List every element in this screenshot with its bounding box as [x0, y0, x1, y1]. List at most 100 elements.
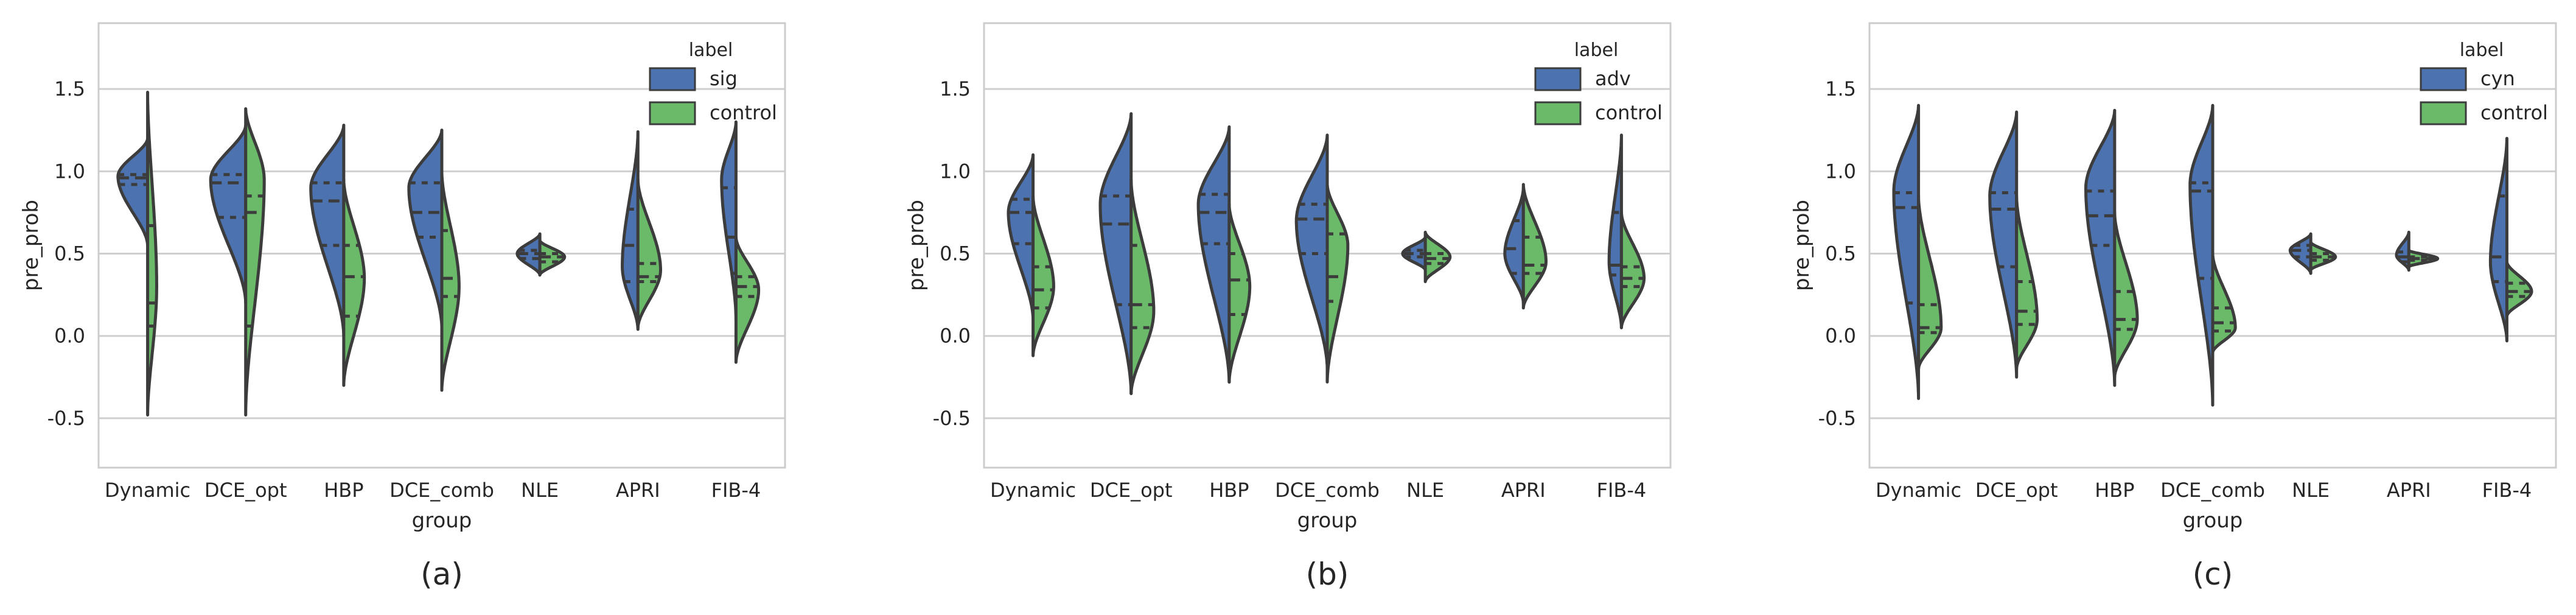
legend-label: control [710, 101, 777, 124]
violin-control [342, 178, 366, 387]
violin-control [734, 235, 761, 364]
violin-panel-c: -0.5 0.0 0.5 1.0 1.5 Dynamic DCE_opt HBP DCE_com… [1790, 22, 2557, 592]
x-tick-label: DCE_comb [2160, 479, 2265, 502]
violin-sig [407, 128, 444, 329]
violin-control [1129, 178, 1156, 395]
legend-title: label [689, 40, 733, 61]
legend-label: cyn [2480, 67, 2515, 90]
x-tick-label: DCE_opt [1975, 479, 2058, 502]
violin-control [244, 107, 266, 416]
x-tick-label: HBP [1209, 479, 1249, 502]
violin-cyn [1892, 104, 1921, 400]
x-tick-label: Dynamic [990, 479, 1076, 502]
legend-title: label [1574, 40, 1619, 61]
x-tick-label: DCE_opt [204, 479, 287, 502]
violin-panel-b: -0.5 0.0 0.5 1.0 1.5 Dynamic DCE_opt HBP DCE_com… [904, 22, 1672, 592]
x-tick-label: HBP [324, 479, 363, 502]
violin-adv [1098, 112, 1133, 395]
violin-sig [209, 124, 248, 305]
violin-control [2211, 252, 2237, 354]
violin-sig [720, 120, 738, 322]
x-tick-label: DCE_opt [1090, 479, 1173, 502]
y-axis-label: pre_prob [904, 200, 929, 291]
y-tick-label: -0.5 [933, 407, 971, 430]
x-tick-label: NLE [1406, 479, 1444, 502]
violin-adv [1196, 125, 1231, 384]
legend-label: sig [710, 67, 738, 90]
y-tick-label: 0.0 [940, 325, 971, 348]
violin-control [636, 178, 662, 329]
x-tick-label: NLE [2292, 479, 2330, 502]
x-tick-label: HBP [2095, 479, 2134, 502]
y-tick-label: 1.5 [1825, 77, 1856, 100]
legend-label: adv [1595, 67, 1631, 90]
x-tick-label: DCE_comb [389, 479, 494, 502]
x-axis-label: group [1297, 508, 1358, 533]
violin-control [2113, 211, 2139, 379]
violin-control [2505, 260, 2533, 318]
violin-adv [1007, 153, 1035, 322]
violin-control [1917, 194, 1943, 371]
panel-label: (a) [421, 557, 463, 592]
y-tick-label: -0.5 [1818, 407, 1856, 430]
axes-frame [1868, 22, 2557, 469]
x-tick-label: FIB-4 [711, 479, 761, 502]
violin-control [2407, 248, 2440, 269]
y-tick-label: 0.0 [54, 325, 85, 348]
y-tick-label: 1.0 [1825, 160, 1856, 183]
violin-control [1227, 202, 1252, 384]
y-tick-label: 0.5 [54, 242, 85, 265]
x-axis-label: group [412, 508, 472, 533]
axes-frame [983, 22, 1672, 469]
x-tick-label: APRI [2387, 479, 2431, 502]
x-tick-label: APRI [616, 479, 660, 502]
violin-panel-a: -0.5 0.0 0.5 1.0 1.5 Dynamic DCE_opt HBP DCE_com… [19, 22, 786, 592]
violin-cyn [2188, 104, 2215, 407]
violin-cyn [2084, 108, 2117, 387]
panel-label: (c) [2193, 557, 2233, 592]
x-tick-label: FIB-4 [1597, 479, 1647, 502]
x-tick-label: Dynamic [105, 479, 190, 502]
violin-control [440, 169, 461, 392]
violin-sig [116, 136, 150, 247]
axes-frame [97, 22, 786, 469]
y-tick-label: 0.5 [1825, 242, 1856, 265]
legend-label: control [2480, 101, 2548, 124]
legend-swatch-control [2420, 101, 2467, 125]
violin-control [1031, 194, 1055, 357]
violin-sig [309, 124, 346, 338]
y-tick-label: 1.5 [940, 77, 971, 100]
violin-control [1423, 230, 1452, 283]
legend-swatch-adv [1534, 67, 1582, 91]
x-tick-label: FIB-4 [2482, 479, 2532, 502]
legend-swatch-control [1534, 101, 1582, 125]
x-tick-label: Dynamic [1876, 479, 1961, 502]
x-tick-label: NLE [521, 479, 559, 502]
violin-control [1619, 211, 1646, 329]
violin-control [146, 91, 158, 416]
violin-cyn [2488, 136, 2508, 343]
violin-cyn [1988, 110, 2019, 379]
legend-swatch-control [649, 101, 696, 125]
legend-label: control [1595, 101, 1663, 124]
y-tick-label: 1.5 [54, 77, 85, 100]
legend-swatch-cyn [2420, 67, 2467, 91]
violin-adv [1503, 186, 1525, 305]
y-axis-label: pre_prob [1790, 200, 1814, 291]
y-tick-label: 1.0 [940, 160, 971, 183]
violin-control [1521, 183, 1548, 310]
y-tick-label: 0.5 [940, 242, 971, 265]
x-tick-label: APRI [1501, 479, 1546, 502]
y-axis-label: pre_prob [19, 200, 43, 291]
panel-label: (b) [1306, 557, 1349, 592]
violin-cyn [2288, 232, 2312, 275]
y-tick-label: 0.0 [1825, 325, 1856, 348]
violin-sig [621, 130, 640, 331]
legend-swatch-sig [649, 67, 696, 91]
y-tick-label: 1.0 [54, 160, 85, 183]
y-tick-label: -0.5 [47, 407, 85, 430]
x-axis-label: group [2183, 508, 2243, 533]
legend-title: label [2460, 40, 2504, 61]
violin-adv [1607, 133, 1623, 329]
